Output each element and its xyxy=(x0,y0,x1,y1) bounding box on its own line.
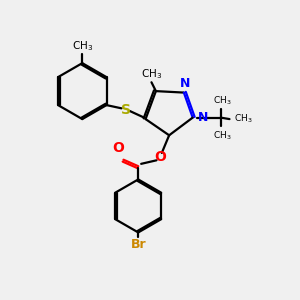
Text: N: N xyxy=(180,76,190,90)
Text: CH$_3$: CH$_3$ xyxy=(234,113,253,125)
Text: O: O xyxy=(112,141,124,155)
Text: CH$_3$: CH$_3$ xyxy=(72,39,93,53)
Text: S: S xyxy=(121,103,130,116)
Text: O: O xyxy=(154,150,166,164)
Text: N: N xyxy=(198,111,208,124)
Text: Br: Br xyxy=(130,238,146,251)
Text: CH$_3$: CH$_3$ xyxy=(213,129,232,142)
Text: CH$_3$: CH$_3$ xyxy=(213,95,232,107)
Text: CH$_3$: CH$_3$ xyxy=(141,67,162,81)
